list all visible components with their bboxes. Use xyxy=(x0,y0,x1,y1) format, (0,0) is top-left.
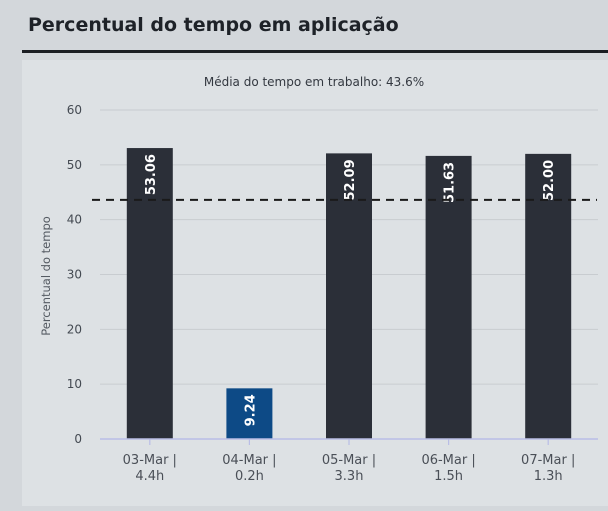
x-tick-label: 04-Mar | xyxy=(222,453,276,468)
chart-subtitle: Média do tempo em trabalho: 43.6% xyxy=(204,75,424,89)
chart-panel: Média do tempo em trabalho: 43.6% 53.06 9… xyxy=(22,60,608,506)
x-tick-label: 06-Mar | xyxy=(421,453,475,468)
title-divider xyxy=(22,50,608,53)
bar-value-label: 52.09 xyxy=(343,159,358,200)
bar[interactable] xyxy=(525,153,572,439)
x-tick-label: 07-Mar | xyxy=(521,453,575,468)
bar[interactable] xyxy=(126,148,173,440)
bar-value-label: 52.00 xyxy=(542,160,557,201)
x-tick-label: 05-Mar | xyxy=(322,453,376,468)
x-tick-label: 4.4h xyxy=(135,469,164,484)
x-tick-label: 3.3h xyxy=(335,469,364,484)
bar-value-label: 9.24 xyxy=(243,394,258,426)
y-tick-label: 50 xyxy=(67,158,82,172)
x-tick-label: 1.5h xyxy=(434,469,463,484)
y-tick-label: 40 xyxy=(67,213,82,227)
y-tick-label: 60 xyxy=(67,103,82,117)
bar-chart: Média do tempo em trabalho: 43.6% 53.06 9… xyxy=(39,75,598,484)
bar[interactable] xyxy=(326,153,372,439)
x-tick-label: 0.2h xyxy=(235,469,264,484)
y-tick-label: 20 xyxy=(67,322,82,336)
x-tick-label: 03-Mar | xyxy=(123,453,177,468)
bar[interactable] xyxy=(226,388,273,439)
widget-title: Percentual do tempo em aplicação xyxy=(28,14,399,36)
bar-value-label: 51.63 xyxy=(443,162,458,203)
bar-value-label: 53.06 xyxy=(144,154,159,195)
y-tick-label: 10 xyxy=(67,377,82,391)
y-tick-label: 30 xyxy=(67,268,82,282)
y-tick-label: 0 xyxy=(74,432,82,446)
x-tick-label: 1.3h xyxy=(534,469,563,484)
bar[interactable] xyxy=(425,155,472,439)
y-axis-label: Percentual do tempo xyxy=(39,216,53,336)
